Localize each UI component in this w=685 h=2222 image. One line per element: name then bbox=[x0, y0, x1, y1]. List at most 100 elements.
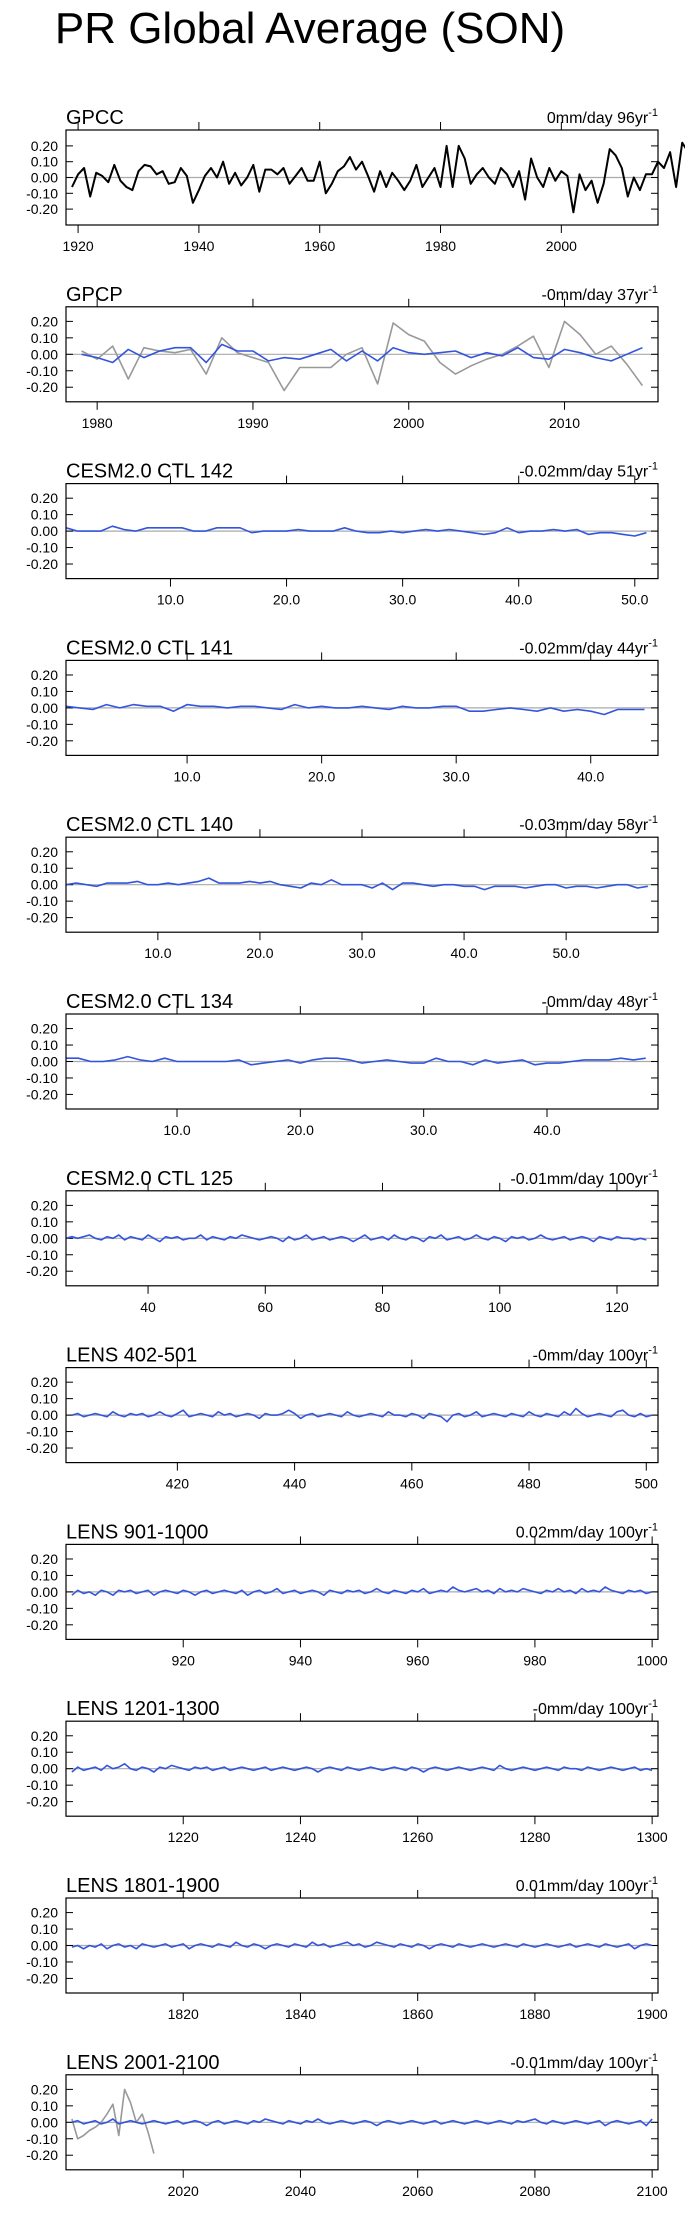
x-tick-label: 80 bbox=[375, 1299, 391, 1315]
trend-exponent: -1 bbox=[648, 2052, 658, 2064]
trend-label: -0mm/day 100yr-1 bbox=[533, 1345, 658, 1365]
x-tick-label: 1900 bbox=[637, 2006, 668, 2022]
panel-title: LENS 2001-2100 bbox=[66, 2052, 219, 2074]
trend-exponent: -1 bbox=[648, 284, 658, 296]
y-tick-label: -0.10 bbox=[26, 1247, 58, 1263]
panel-title: CESM2.0 CTL 125 bbox=[66, 1168, 233, 1190]
panel-title: GPCC bbox=[66, 107, 124, 129]
trend-label: -0.01mm/day 100yr-1 bbox=[510, 2052, 658, 2072]
y-tick-label: -0.10 bbox=[26, 2131, 58, 2147]
y-tick-label: 0.20 bbox=[31, 1374, 58, 1390]
x-tick-label: 40.0 bbox=[577, 768, 604, 784]
trend-value: -0.01mm/day 100yr bbox=[510, 1171, 649, 1188]
y-tick-label: 0.10 bbox=[31, 860, 58, 876]
trend-label: 0mm/day 96yr-1 bbox=[547, 107, 658, 127]
trend-exponent: -1 bbox=[648, 107, 658, 119]
trend-exponent: -1 bbox=[648, 1521, 658, 1533]
x-tick-label: 980 bbox=[523, 1652, 547, 1668]
trend-exponent: -1 bbox=[648, 1168, 658, 1180]
trend-exponent: -1 bbox=[648, 1698, 658, 1710]
trend-label: -0mm/day 48yr-1 bbox=[542, 991, 658, 1011]
trend-exponent: -1 bbox=[648, 637, 658, 649]
x-tick-label: 30.0 bbox=[389, 592, 416, 608]
x-tick-label: 1880 bbox=[519, 2006, 550, 2022]
series-line-gpcc bbox=[71, 141, 685, 214]
trend-value: -0mm/day 100yr bbox=[533, 1701, 649, 1718]
y-tick-label: 0.00 bbox=[31, 2114, 58, 2130]
chart-panel: LENS 2001-2100 -0.01mm/day 100yr-1 0.200.1… bbox=[26, 2052, 668, 2199]
trend-label: -0.01mm/day 100yr-1 bbox=[510, 1168, 658, 1188]
x-tick-label: 420 bbox=[166, 1476, 190, 1492]
x-tick-label: 920 bbox=[172, 1652, 196, 1668]
x-tick-label: 20.0 bbox=[308, 768, 335, 784]
x-tick-label: 1980 bbox=[82, 415, 113, 431]
trend-label: -0mm/day 100yr-1 bbox=[533, 1698, 658, 1718]
trend-value: -0.01mm/day 100yr bbox=[510, 2055, 649, 2072]
y-tick-label: 0.00 bbox=[31, 346, 58, 362]
panel-title: CESM2.0 CTL 134 bbox=[66, 991, 233, 1013]
series-line-ctl134 bbox=[66, 1055, 646, 1066]
plot-frame bbox=[65, 1897, 659, 1994]
x-tick-label: 2000 bbox=[546, 238, 577, 254]
x-tick-label: 1240 bbox=[285, 1829, 316, 1845]
x-tick-label: 1300 bbox=[637, 1829, 668, 1845]
y-tick-label: 0.10 bbox=[31, 1567, 58, 1583]
series-line-ctl125 bbox=[65, 1234, 647, 1243]
x-tick-label: 10.0 bbox=[157, 592, 184, 608]
x-tick-label: 10.0 bbox=[144, 945, 171, 961]
trend-label: -0.02mm/day 51yr-1 bbox=[519, 461, 658, 481]
x-tick-label: 1280 bbox=[519, 1829, 550, 1845]
x-tick-label: 2080 bbox=[519, 2183, 550, 2199]
trend-label: -0mm/day 37yr-1 bbox=[542, 284, 658, 304]
y-tick-label: 0.00 bbox=[31, 1230, 58, 1246]
trend-exponent: -1 bbox=[648, 991, 658, 1003]
x-tick-label: 100 bbox=[488, 1299, 512, 1315]
x-tick-label: 1000 bbox=[637, 1652, 668, 1668]
y-tick-label: -0.20 bbox=[26, 910, 58, 926]
y-tick-label: 0.20 bbox=[31, 1021, 58, 1037]
plot-frame bbox=[65, 483, 659, 580]
x-tick-label: 1960 bbox=[304, 238, 335, 254]
y-tick-label: 0.10 bbox=[31, 1391, 58, 1407]
panel-title: GPCP bbox=[66, 284, 123, 306]
y-tick-label: 0.00 bbox=[31, 170, 58, 186]
x-tick-label: 50.0 bbox=[621, 592, 648, 608]
y-tick-label: -0.10 bbox=[26, 1424, 58, 1440]
y-tick-label: -0.20 bbox=[26, 2147, 58, 2163]
series-line-ctl140 bbox=[65, 877, 648, 891]
y-tick-label: -0.10 bbox=[26, 1070, 58, 1086]
plot-frame bbox=[65, 659, 659, 757]
x-tick-label: 940 bbox=[289, 1652, 313, 1668]
plot-frame bbox=[65, 836, 659, 933]
panel-title: LENS 1201-1300 bbox=[66, 1698, 219, 1720]
trend-exponent: -1 bbox=[648, 461, 658, 473]
chart-panel: LENS 402-501 -0mm/day 100yr-1 0.200.100.00… bbox=[26, 1345, 659, 1492]
trend-value: -0.02mm/day 51yr bbox=[519, 464, 649, 481]
y-tick-label: 0.00 bbox=[31, 1054, 58, 1070]
page-title: PR Global Average (SON) bbox=[54, 4, 566, 53]
y-tick-label: 0.00 bbox=[31, 1407, 58, 1423]
x-tick-label: 50.0 bbox=[553, 945, 580, 961]
x-tick-label: 1260 bbox=[402, 1829, 433, 1845]
y-tick-label: 0.10 bbox=[31, 1744, 58, 1760]
y-tick-label: -0.10 bbox=[26, 540, 58, 556]
x-tick-label: 480 bbox=[517, 1476, 541, 1492]
trend-value: -0.03mm/day 58yr bbox=[519, 817, 649, 834]
x-tick-label: 30.0 bbox=[410, 1122, 437, 1138]
y-tick-label: 0.10 bbox=[31, 1214, 58, 1230]
chart-panel: CESM2.0 CTL 125 -0.01mm/day 100yr-10.200.… bbox=[26, 1168, 659, 1315]
chart-panel: GPCP -0mm/day 37yr-1 0.200.100.00-0.10-0.2… bbox=[26, 284, 659, 431]
y-tick-label: -0.20 bbox=[26, 1086, 58, 1102]
chart-panel: LENS 901-1000 0.02mm/day 100yr-10.200.100… bbox=[26, 1521, 668, 1668]
y-tick-label: 0.10 bbox=[31, 683, 58, 699]
x-tick-label: 40.0 bbox=[450, 945, 477, 961]
x-tick-label: 960 bbox=[406, 1652, 430, 1668]
trend-value: -0mm/day 48yr bbox=[542, 994, 649, 1011]
x-tick-label: 2100 bbox=[637, 2183, 668, 2199]
y-tick-label: 0.00 bbox=[31, 523, 58, 539]
y-tick-label: 0.00 bbox=[31, 1761, 58, 1777]
y-tick-label: -0.20 bbox=[26, 1617, 58, 1633]
y-tick-label: 0.00 bbox=[31, 1938, 58, 1954]
y-tick-label: 0.10 bbox=[31, 507, 58, 523]
panel-title: CESM2.0 CTL 142 bbox=[66, 461, 233, 483]
